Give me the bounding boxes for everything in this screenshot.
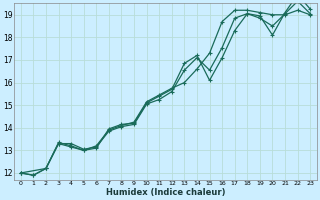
- X-axis label: Humidex (Indice chaleur): Humidex (Indice chaleur): [106, 188, 225, 197]
